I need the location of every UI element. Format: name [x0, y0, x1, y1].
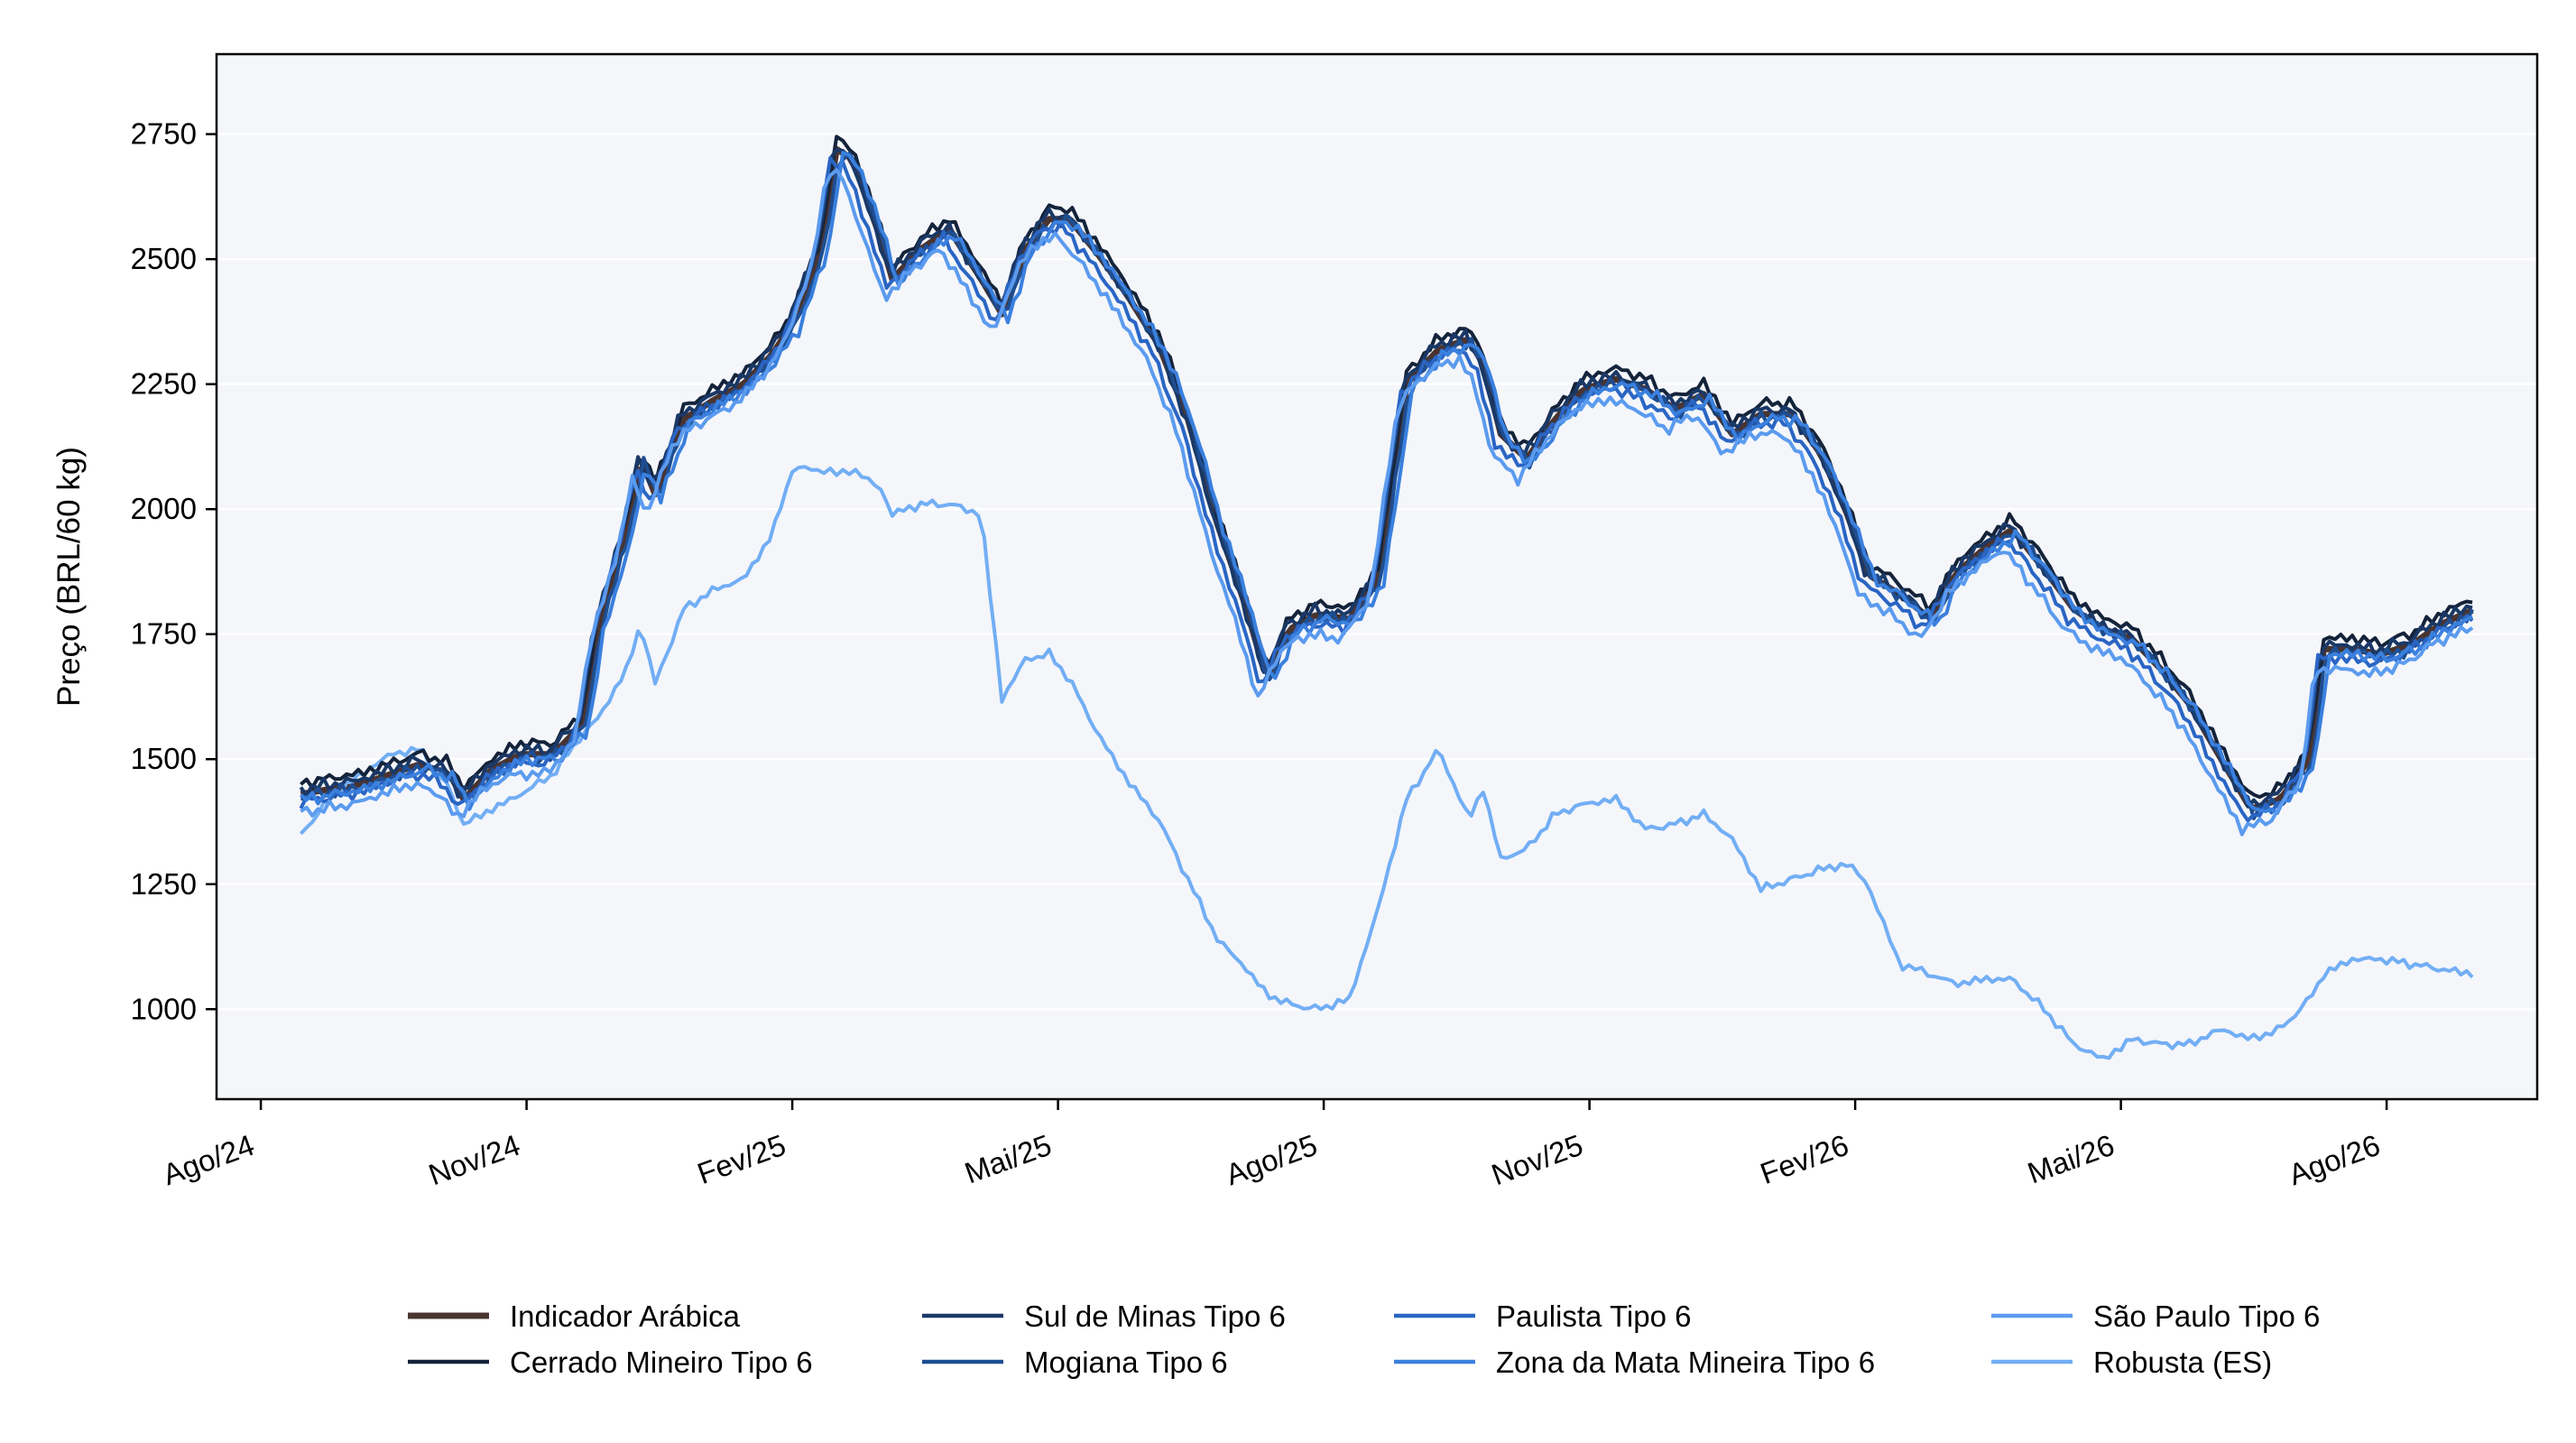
x-tick-label: Mai/25: [960, 1128, 1056, 1190]
y-tick-label: 2750: [131, 117, 197, 151]
legend-label: São Paulo Tipo 6: [2093, 1300, 2320, 1333]
legend-label: Sul de Minas Tipo 6: [1024, 1300, 1286, 1333]
x-tick-label: Ago/24: [159, 1128, 259, 1192]
series-lines: [299, 134, 2474, 1060]
x-tick-label: Nov/24: [424, 1128, 524, 1192]
legend-label: Zona da Mata Mineira Tipo 6: [1496, 1346, 1875, 1379]
y-tick-label: 1750: [131, 617, 197, 651]
y-tick-label: 2000: [131, 492, 197, 525]
x-tick-label: Fev/25: [693, 1128, 789, 1190]
legend-label: Paulista Tipo 6: [1496, 1300, 1691, 1333]
legend-label: Robusta (ES): [2093, 1346, 2272, 1379]
x-tick-label: Fev/26: [1756, 1128, 1852, 1190]
x-tick-label: Ago/26: [2285, 1128, 2385, 1192]
y-tick-label: 2500: [131, 242, 197, 275]
series-line-mogiana-tipo-6: [300, 152, 2474, 820]
plot-frame: [215, 52, 2539, 1101]
series-line-robusta-es-: [299, 465, 2474, 1060]
y-tick-label: 1000: [131, 992, 197, 1025]
y-tick-label: 2250: [131, 367, 197, 401]
x-tick-label: Ago/25: [1222, 1128, 1322, 1192]
series-line-s-o-paulo-tipo-6: [300, 168, 2474, 837]
x-tick-label: Nov/25: [1487, 1128, 1587, 1192]
y-axis-title: Preço (BRL/60 kg): [51, 447, 87, 707]
legend-label: Mogiana Tipo 6: [1024, 1346, 1228, 1379]
series-line-indicador-ar-bica: [300, 145, 2474, 811]
y-tick-label: 1250: [131, 867, 197, 901]
x-tick-label: Mai/26: [2023, 1128, 2119, 1190]
series-line-zona-da-mata-mineira-tipo-6: [300, 151, 2473, 815]
legend-label: Indicador Arábica: [510, 1300, 741, 1333]
y-axis: 1000 1250 1500 1750 2000 2250 2500 2750: [131, 117, 217, 1025]
y-tick-label: 1500: [131, 742, 197, 775]
x-axis: Ago/24 Nov/24 Fev/25 Mai/25 Ago/25 Nov/25 Fev/…: [159, 1099, 2388, 1192]
legend: Indicador Arábica Cerrado Mineiro Tipo 6 S…: [408, 1300, 2320, 1379]
legend-label: Cerrado Mineiro Tipo 6: [510, 1346, 813, 1379]
